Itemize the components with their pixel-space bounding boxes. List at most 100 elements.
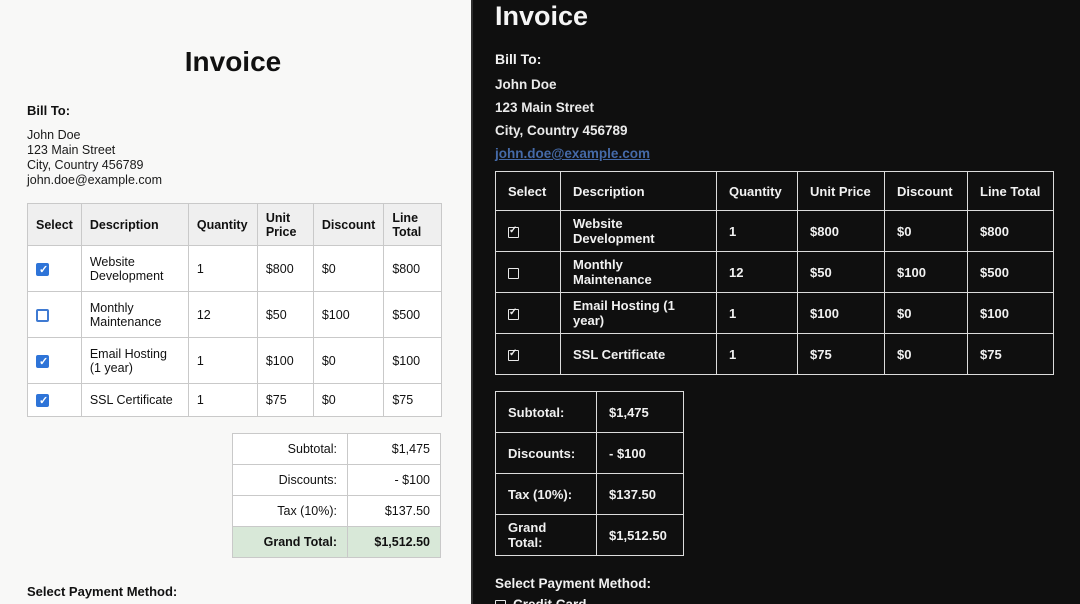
col-header-discount: Discount [884,171,968,211]
item-line-total: $500 [967,251,1054,293]
item-description: SSL Certificate [560,333,717,375]
item-unit-price: $50 [256,291,314,338]
col-header-line-total: Line Total [383,203,443,246]
item-unit-price: $800 [256,245,314,292]
col-header-unit-price: Unit Price [256,203,314,246]
item-description: Monthly Maintenance [80,291,189,338]
bill-to-street: 123 Main Street [495,100,595,115]
bill-to-city: City, Country 456789 [495,123,628,138]
table-row: SSL Certificate 1 $75 $0 $75 [27,383,443,417]
item-description: Monthly Maintenance [560,251,717,293]
summary-value: $1,512.50 [596,514,684,556]
bill-to-name: John Doe [495,77,557,92]
item-discount: $0 [312,337,385,384]
table-header-row: Select Description Quantity Unit Price D… [495,171,1054,211]
table-row: Email Hosting (1 year) 1 $100 $0 $100 [27,337,443,384]
table-row: Monthly Maintenance 12 $50 $100 $500 [495,251,1054,293]
item-line-total: $500 [383,291,443,338]
item-line-total: $75 [383,383,443,417]
item-quantity: 1 [187,245,258,292]
summary-label: Grand Total: [232,526,348,558]
summary-row: Tax (10%): $137.50 [495,473,684,515]
payment-method-label: Select Payment Method: [495,576,652,591]
invoice-items-table: Select Description Quantity Unit Price D… [495,171,1054,375]
summary-value: - $100 [596,432,684,474]
col-header-description: Description [80,203,189,246]
summary-value: $137.50 [347,495,441,527]
summary-label: Grand Total: [495,514,597,556]
col-header-quantity: Quantity [187,203,258,246]
summary-value: - $100 [347,464,441,496]
col-header-description: Description [560,171,717,211]
col-header-select: Select [27,203,82,246]
item-quantity: 1 [187,383,258,417]
checkbox-icon[interactable] [508,307,519,320]
item-unit-price: $100 [256,337,314,384]
item-line-total: $100 [383,337,443,384]
item-description: Website Development [560,210,717,252]
item-line-total: $100 [967,292,1054,334]
summary-value: $1,512.50 [347,526,441,558]
table-row: Website Development 1 $800 $0 $800 [495,210,1054,252]
checkbox-icon[interactable] [495,599,506,604]
summary-label: Tax (10%): [232,495,348,527]
summary-row: Subtotal: $1,475 [232,433,441,465]
item-discount: $100 [884,251,968,293]
payment-method-label: Select Payment Method: [27,584,178,599]
checkbox-icon[interactable] [508,348,519,361]
col-header-line-total: Line Total [967,171,1054,211]
item-quantity: 1 [716,333,798,375]
summary-value: $137.50 [596,473,684,515]
bill-to-address: John Doe 123 Main Street City, Country 4… [495,73,650,165]
table-row: SSL Certificate 1 $75 $0 $75 [495,333,1054,375]
summary-label: Discounts: [495,432,597,474]
table-row: Email Hosting (1 year) 1 $100 $0 $100 [495,292,1054,334]
item-unit-price: $75 [256,383,314,417]
summary-label: Subtotal: [495,391,597,433]
bill-to-email: john.doe@example.com [27,173,162,187]
item-unit-price: $50 [797,251,885,293]
item-discount: $0 [884,333,968,375]
item-description: Website Development [80,245,189,292]
summary-label: Subtotal: [232,433,348,465]
bill-to-label: Bill To: [27,103,71,118]
summary-label: Discounts: [232,464,348,496]
item-quantity: 1 [187,337,258,384]
summary-row-grand-total: Grand Total: $1,512.50 [495,514,684,556]
table-row: Website Development 1 $800 $0 $800 [27,245,443,292]
summary-row: Discounts: - $100 [495,432,684,474]
bill-to-name: John Doe [27,128,81,142]
col-header-discount: Discount [312,203,385,246]
checkbox-icon[interactable] [36,354,49,368]
summary-row: Discounts: - $100 [232,464,441,496]
summary-row: Subtotal: $1,475 [495,391,684,433]
item-description: SSL Certificate [80,383,189,417]
item-discount: $0 [884,210,968,252]
item-line-total: $800 [383,245,443,292]
summary-label: Tax (10%): [495,473,597,515]
table-row: Monthly Maintenance 12 $50 $100 $500 [27,291,443,338]
table-header-row: Select Description Quantity Unit Price D… [27,203,443,246]
item-unit-price: $75 [797,333,885,375]
invoice-summary-table: Subtotal: $1,475 Discounts: - $100 Tax (… [495,391,684,556]
col-header-quantity: Quantity [716,171,798,211]
item-discount: $0 [312,245,385,292]
item-unit-price: $800 [797,210,885,252]
bill-to-address: John Doe 123 Main Street City, Country 4… [27,128,162,188]
checkbox-icon[interactable] [36,262,49,276]
item-quantity: 1 [716,292,798,334]
checkbox-icon[interactable] [36,394,49,408]
checkbox-icon[interactable] [508,225,519,238]
summary-value: $1,475 [347,433,441,465]
bill-to-email-link[interactable]: john.doe@example.com [495,146,650,161]
item-discount: $0 [312,383,385,417]
payment-option-credit-card[interactable]: Credit Card [495,597,587,604]
item-quantity: 12 [187,291,258,338]
item-discount: $0 [884,292,968,334]
checkbox-icon[interactable] [36,308,49,322]
invoice-items-table: Select Description Quantity Unit Price D… [27,203,443,417]
item-quantity: 1 [716,210,798,252]
invoice-page-dark: Invoice Bill To: John Doe 123 Main Stree… [471,0,1080,604]
page-title: Invoice [184,46,282,77]
checkbox-icon[interactable] [508,267,519,279]
